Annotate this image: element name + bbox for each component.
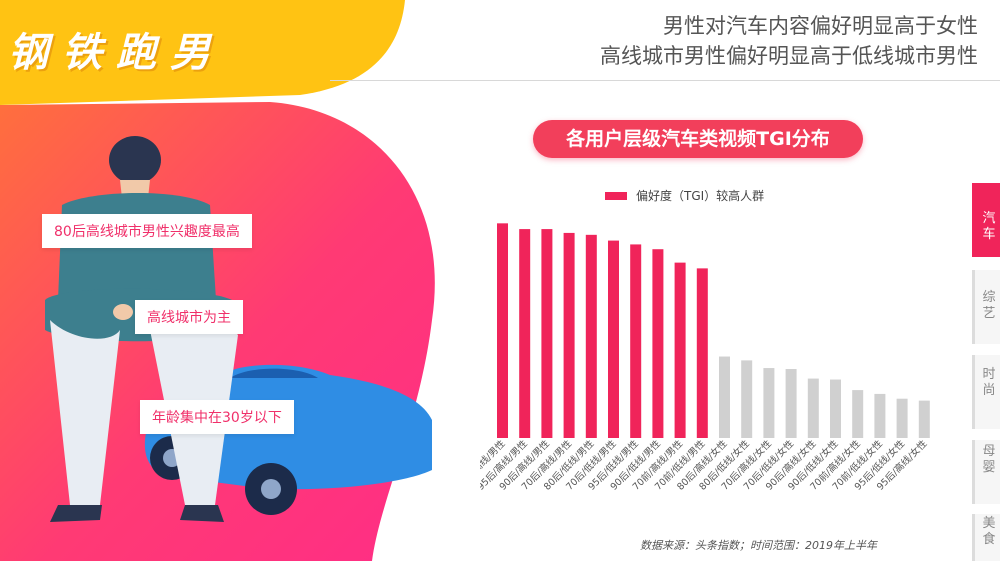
- chart-title: 各用户层级汽车类视频TGI分布: [533, 120, 863, 158]
- legend-swatch: [605, 192, 627, 200]
- bar: [541, 229, 553, 438]
- bar: [741, 360, 753, 438]
- headline-primary: 男性对汽车内容偏好明显高于女性: [663, 14, 978, 38]
- side-tab-label: 时尚: [982, 367, 996, 398]
- side-tab-label: 美食: [982, 516, 996, 547]
- bar: [563, 232, 575, 438]
- bar: [874, 393, 886, 438]
- side-tab-label: 汽车: [982, 211, 996, 242]
- legend-label: 偏好度（TGI）较高人群: [636, 189, 765, 203]
- bar: [630, 244, 642, 438]
- callout-80s-high-tier: 80后高线城市男性兴趣度最高: [42, 214, 252, 248]
- bar: [763, 368, 775, 438]
- bar: [918, 400, 930, 438]
- side-tab-auto[interactable]: 汽车: [972, 183, 1000, 257]
- side-tab-variety[interactable]: 综艺: [972, 270, 1000, 344]
- yellow-banner-shape: [0, 0, 405, 105]
- side-tab-food[interactable]: 美食: [972, 514, 1000, 561]
- bar: [585, 234, 597, 438]
- callout-high-tier-cities: 高线城市为主: [135, 300, 243, 334]
- side-tab-label: 综艺: [982, 290, 996, 321]
- side-tab-label: 母婴: [982, 444, 996, 475]
- bar: [674, 262, 686, 438]
- header-divider: [330, 80, 1000, 81]
- bar: [608, 240, 619, 438]
- side-tab-fashion[interactable]: 时尚: [972, 355, 1000, 429]
- headline-secondary: 高线城市男性偏好明显高于低线城市男性: [600, 44, 978, 68]
- bar: [807, 378, 819, 438]
- bar: [852, 390, 864, 438]
- bar: [785, 369, 797, 438]
- source-note: 数据来源：头条指数；时间范围：2019年上半年: [640, 539, 877, 552]
- bar: [519, 229, 531, 438]
- bar: [719, 356, 730, 438]
- banner-title: 钢铁跑男: [8, 30, 224, 76]
- side-tab-baby[interactable]: 母婴: [972, 440, 1000, 504]
- bar: [652, 249, 664, 438]
- bar: [696, 268, 708, 438]
- callout-age-under-30: 年龄集中在30岁以下: [140, 400, 294, 434]
- bar-chart: 80后/高线/男性95后/高线/男性90后/高线/男性70后/高线/男性80后/…: [480, 223, 930, 493]
- bar: [896, 398, 908, 438]
- bar: [830, 379, 841, 438]
- bar: [497, 223, 508, 438]
